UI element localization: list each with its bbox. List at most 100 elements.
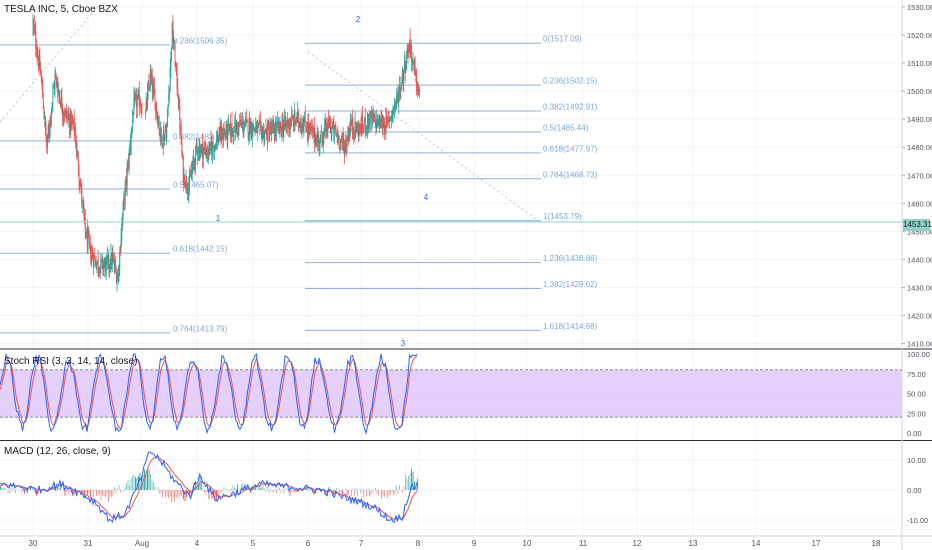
candle-body [141, 113, 143, 115]
candle-body [392, 107, 394, 113]
candle-body [302, 126, 303, 131]
macd-histogram-bar [133, 474, 135, 490]
macd-histogram-bar [381, 490, 382, 499]
candle-body [316, 143, 318, 145]
macd-histogram-bar [277, 488, 279, 490]
macd-histogram-bar [354, 490, 355, 496]
candle-body [345, 143, 347, 145]
candle-body [205, 149, 207, 157]
price-axis[interactable]: 1530.00 1520.00 1510.00 1500.00 1490.00 1480.… [902, 3, 932, 525]
macd-histogram-bar [168, 490, 169, 499]
macd-histogram-bar [85, 490, 87, 493]
candle-body [153, 86, 155, 96]
time-axis-label: 31 [84, 539, 93, 548]
candle-body [212, 142, 214, 147]
candle-body [178, 104, 180, 106]
candle-body [251, 122, 253, 135]
candle-body [314, 137, 316, 144]
candle-body [236, 122, 238, 127]
candle-body [249, 121, 250, 134]
candle-body [174, 45, 176, 67]
candle-body [43, 110, 45, 118]
candle-body [110, 254, 112, 269]
candle-body [408, 52, 410, 54]
candle-body [68, 117, 70, 118]
macd-histogram-bar [295, 490, 297, 493]
candle-body [190, 176, 192, 178]
time-axis-label: 12 [633, 539, 642, 548]
candle-body [320, 134, 322, 144]
time-axis[interactable]: 30 31 Aug 4 5 6 7 8 9 10 11 12 13 14 17 18 [29, 539, 881, 548]
macd-histogram-bar [207, 490, 208, 492]
candle-body [204, 150, 206, 153]
candle-body [128, 150, 130, 168]
candle-body [326, 122, 328, 131]
candle-body [400, 83, 402, 92]
candle-body [342, 138, 344, 143]
candle-body [297, 112, 299, 114]
candle-body [77, 151, 79, 156]
candle-body [326, 131, 328, 134]
candle-body [105, 260, 107, 271]
macd-histogram-bar [31, 488, 33, 490]
macd-histogram-bar [408, 476, 409, 490]
candle-body [215, 144, 217, 149]
candle-body [344, 145, 346, 155]
macd-histogram-bar [370, 490, 372, 495]
candle-body [104, 260, 106, 263]
candle-body [168, 92, 170, 107]
candle-body [145, 101, 147, 110]
macd-histogram-bar [217, 490, 219, 498]
candle-body [304, 116, 306, 127]
candle-body [266, 124, 268, 141]
candle-body [365, 128, 367, 130]
candle-body [226, 125, 228, 138]
candle-body [207, 147, 209, 156]
candle-body [386, 117, 388, 119]
candle-body [66, 115, 68, 118]
candle-body [158, 121, 159, 125]
candle-body [162, 132, 164, 147]
candle-body [188, 187, 190, 195]
candle-body [44, 115, 46, 129]
candle-body [284, 117, 286, 125]
macd-histogram-bar [132, 475, 133, 490]
stoch-rsi-k-line [0, 352, 418, 435]
candle-body [101, 259, 102, 261]
candle-body [63, 114, 65, 116]
candle-body [164, 132, 166, 133]
candle-body [258, 124, 259, 126]
candle-body [318, 137, 320, 142]
candle-body [315, 136, 317, 146]
macd-histogram-bar [121, 489, 123, 490]
candle-body [367, 114, 369, 127]
candle-body [237, 123, 239, 135]
macd-histogram-bar [129, 484, 130, 490]
candle-body [84, 214, 86, 217]
time-axis-label: 9 [472, 539, 477, 548]
price-axis-label: 1530.00 [907, 3, 932, 12]
candle-body [93, 255, 95, 267]
candle-body [171, 22, 173, 49]
candle-body [47, 133, 49, 136]
candle-body [403, 60, 405, 72]
macd-histogram-bar [184, 490, 186, 501]
candle-body [402, 73, 404, 81]
candle-body [277, 124, 279, 126]
candle-body [387, 116, 389, 118]
candle-body [292, 117, 294, 120]
candle-body [90, 255, 92, 263]
macd-histogram-bar [361, 488, 363, 490]
candle-body [274, 127, 276, 136]
candle-body [249, 119, 251, 135]
candle-body [147, 86, 149, 92]
candle-body [95, 265, 97, 268]
candle-body [102, 260, 104, 269]
candle-body [54, 74, 56, 88]
candle-body [185, 176, 187, 188]
current-price-tag: 1453.31 [903, 219, 932, 231]
trend-line [0, 3, 101, 123]
macd-histogram-bar [309, 490, 310, 491]
candle-body [388, 115, 390, 118]
